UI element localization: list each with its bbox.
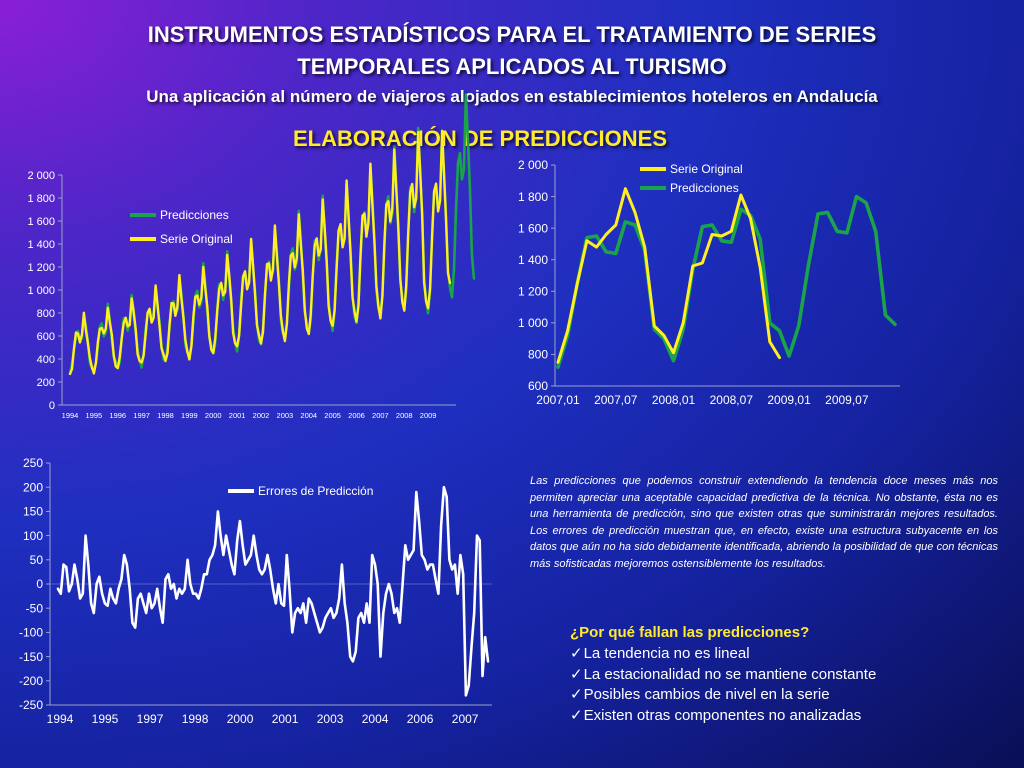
list-item-text: Existen otras componentes no analizadas	[583, 706, 862, 724]
y-tick-label: 0	[49, 400, 55, 412]
x-tick-label: 2007,01	[536, 393, 580, 407]
x-tick-label: 1998	[182, 712, 209, 726]
y-tick-label: 1 800	[518, 190, 548, 204]
x-tick-label: 2008,07	[710, 393, 754, 407]
y-tick-label: -50	[26, 601, 44, 615]
y-tick-label: -250	[19, 698, 43, 712]
x-tick-label: 1994	[62, 411, 79, 420]
x-tick-label: 1995	[86, 411, 103, 420]
series-line	[56, 485, 490, 697]
x-tick-label: 1995	[92, 712, 119, 726]
list-item: ✓Posibles cambios de nivel en la serie	[570, 685, 990, 706]
subtitle: Una aplicación al número de viajeros alo…	[146, 87, 878, 106]
y-tick-label: 1 600	[518, 221, 548, 235]
check-icon: ✓	[570, 686, 583, 703]
x-tick-label: 2009	[420, 411, 437, 420]
y-tick-label: 1 400	[27, 239, 55, 251]
x-tick-label: 2003	[277, 411, 294, 420]
y-tick-label: 1 000	[27, 285, 55, 297]
x-tick-label: 2005	[324, 411, 341, 420]
x-tick-label: 2004	[300, 411, 317, 420]
y-tick-label: 600	[37, 331, 55, 343]
x-tick-label: 2008,01	[652, 393, 696, 407]
y-tick-label: 100	[23, 529, 43, 543]
list-item: ✓La estacionalidad no se mantiene consta…	[570, 665, 990, 686]
chart-prediction-errors: -250 -200 -150 -100 -50 0 50 100 150 200 250 1994 19…	[19, 456, 492, 726]
list-item-text: Posibles cambios de nivel en la serie	[583, 686, 830, 703]
legend-label: Predicciones	[670, 181, 739, 195]
y-tick-label: 0	[36, 577, 43, 591]
series-line	[68, 129, 452, 376]
x-tick-label: 1994	[47, 712, 74, 726]
description-text: Las predicciones que podemos construir e…	[530, 475, 998, 570]
title-line-1: INSTRUMENTOS ESTADÍSTICOS PARA EL TRATAM…	[147, 22, 877, 47]
y-tick-label: 200	[23, 480, 43, 494]
title-line-2: TEMPORALES APLICADOS AL TURISMO	[297, 54, 727, 79]
x-tick-label: 2009,07	[825, 393, 869, 407]
x-tick-label: 1999	[181, 411, 198, 420]
why-fail-box: ¿Por qué fallan las predicciones? ✓La te…	[570, 624, 990, 726]
plot-area	[555, 165, 900, 386]
chart-full-series: 0 200 400 600 800 1 000 1 200 1 400 1 600 1 800 2 …	[27, 93, 476, 420]
list-item-text: La estacionalidad no se mantiene constan…	[583, 665, 877, 683]
y-tick-label: -150	[19, 650, 43, 664]
y-tick-label: 2 000	[27, 170, 55, 182]
list-item: ✓La tendencia no es lineal	[570, 644, 990, 665]
y-tick-label: 250	[23, 456, 43, 470]
x-tick-label: 2000	[227, 712, 254, 726]
list-item-text: La tendencia no es lineal	[583, 645, 750, 662]
x-tick-label: 1997	[133, 411, 150, 420]
series-line	[556, 194, 897, 369]
legend-label: Errores de Predicción	[258, 484, 373, 498]
x-tick-label: 2000	[205, 411, 222, 420]
legend-label: Predicciones	[160, 208, 229, 222]
x-tick-label: 1997	[137, 712, 164, 726]
check-icon: ✓	[570, 665, 583, 683]
section-title: ELABORACIÓN DE PREDICCIONES	[292, 126, 668, 151]
x-tick-label: 2007,07	[594, 393, 638, 407]
x-tick-label: 2006	[407, 712, 434, 726]
check-icon: ✓	[570, 645, 583, 662]
y-tick-label: 200	[37, 377, 55, 389]
x-tick-label: 2003	[317, 712, 344, 726]
why-fail-list: ✓La tendencia no es lineal ✓La estaciona…	[570, 644, 990, 726]
y-tick-label: 800	[37, 308, 55, 320]
y-tick-label: 50	[30, 553, 44, 567]
legend-label: Serie Original	[670, 162, 743, 176]
y-tick-label: 2 000	[518, 158, 548, 172]
y-tick-label: -200	[19, 674, 43, 688]
y-tick-label: 150	[23, 505, 43, 519]
y-tick-label: 400	[37, 354, 55, 366]
x-tick-label: 2007	[452, 712, 479, 726]
chart-prediction-zoom: 600 800 1 000 1 200 1 400 1 600 1 800 2 000 2007…	[518, 158, 900, 407]
y-tick-label: 1 000	[518, 316, 548, 330]
x-tick-label: 1996	[109, 411, 126, 420]
y-tick-label: 1 800	[27, 193, 55, 205]
x-tick-label: 2009,01	[767, 393, 811, 407]
x-tick-label: 2007	[372, 411, 389, 420]
why-fail-title: ¿Por qué fallan las predicciones?	[570, 624, 810, 641]
list-item: ✓Existen otras componentes no analizadas	[570, 706, 990, 727]
series-line	[556, 187, 781, 364]
x-tick-label: 2006	[348, 411, 365, 420]
y-tick-label: 1 400	[518, 253, 548, 267]
x-tick-label: 2002	[253, 411, 270, 420]
x-tick-label: 2001	[272, 712, 299, 726]
legend-label: Serie Original	[160, 232, 233, 246]
y-tick-label: 1 200	[518, 284, 548, 298]
x-tick-label: 2004	[362, 712, 389, 726]
y-tick-label: 800	[528, 348, 548, 362]
x-tick-label: 2001	[229, 411, 246, 420]
y-tick-label: 1 600	[27, 216, 55, 228]
y-tick-label: 600	[528, 379, 548, 393]
y-tick-label: -100	[19, 626, 43, 640]
x-tick-label: 1998	[157, 411, 174, 420]
y-tick-label: 1 200	[27, 262, 55, 274]
check-icon: ✓	[570, 706, 583, 724]
x-tick-label: 2008	[396, 411, 413, 420]
